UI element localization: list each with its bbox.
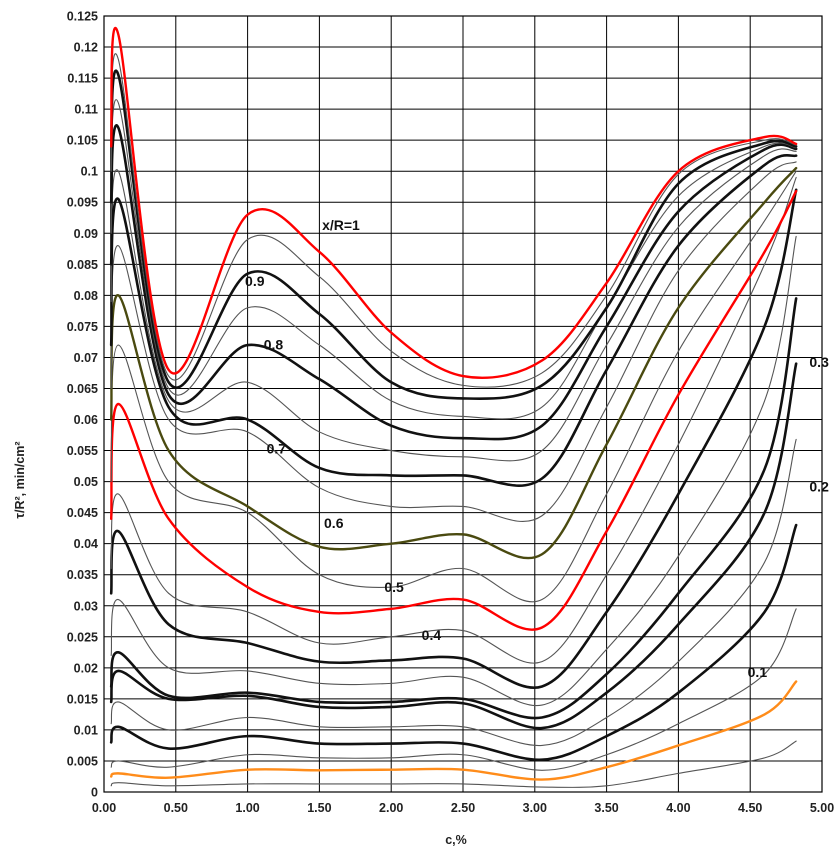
x-tick-label: 2.50 [451,801,475,815]
y-tick-label: 0.11 [74,103,98,117]
curve-label: 0.7 [267,441,287,457]
series-line-1 [110,740,797,788]
series-line-21 [109,26,798,379]
series-line-6 [109,362,798,730]
y-tick-label: 0.005 [67,754,98,768]
y-tick-label: 0.01 [74,723,98,737]
y-tick-label: 0 [91,786,98,800]
y-tick-label: 0.035 [67,568,98,582]
series-line-17 [109,124,798,441]
series-line-9 [109,188,798,689]
curve-labels: x/R=1 0.9 0.8 0.7 0.6 0.5 0.4 0.3 0.2 0.1 [245,217,829,680]
y-tick-label: 0.095 [67,196,98,210]
series-line-10 [110,176,797,664]
y-tick-label: 0.115 [67,72,98,86]
x-tick-label: 1.00 [235,801,259,815]
curve-label: x/R=1 [322,217,360,233]
curve-label: 0.8 [264,336,284,352]
curve-label: 0.9 [245,273,265,289]
x-tick-label: 5.00 [810,801,834,815]
y-axis-title: τ/R², min/cm² [13,441,27,518]
curve-label: 0.1 [748,664,768,680]
series-line-12 [110,170,797,603]
y-tick-label: 0.055 [67,444,98,458]
series-line-18 [110,99,797,420]
x-tick-label: 0.50 [164,801,188,815]
series-line-11 [109,189,798,631]
series-line-4 [109,523,798,762]
series-layer [109,26,798,788]
y-tick-label: 0.04 [74,537,98,551]
y-tick-label: 0.05 [74,475,98,489]
series-line-14 [110,161,797,522]
y-tick-label: 0.12 [74,41,98,55]
x-tick-label: 4.00 [666,801,690,815]
x-tick-label: 1.50 [307,801,331,815]
series-line-5 [110,438,797,746]
y-tick-label: 0.08 [74,289,98,303]
series-line-8 [110,235,797,707]
y-tick-label: 0.03 [74,599,98,613]
y-tick-label: 0.085 [67,258,98,272]
grid [103,15,823,793]
curve-label: 0.6 [324,515,344,531]
x-tick-label: 2.00 [379,801,403,815]
y-tick-label: 0.015 [67,692,98,706]
y-tick-label: 0.07 [74,351,98,365]
axes: 0 0.005 0.01 0.015 0.02 0.025 0.03 0.035 0.04 0.0… [67,10,834,816]
plot-border [103,15,823,793]
y-tick-label: 0.125 [67,10,98,24]
y-tick-label: 0.065 [67,382,98,396]
y-tick-label: 0.02 [74,661,98,675]
series-line-2 [109,680,798,781]
series-line-3 [110,608,797,771]
series-line-20 [110,53,797,388]
series-line-7 [109,297,798,720]
series-line-13 [109,166,798,560]
x-tick-label: 4.50 [738,801,762,815]
x-axis-title: c,% [445,833,467,847]
curve-label: 0.2 [809,479,829,495]
curve-label: 0.4 [422,627,442,643]
x-tick-label: 3.50 [594,801,618,815]
series-line-16 [110,148,797,462]
series-line-19 [109,69,798,401]
y-tick-label: 0.105 [67,134,98,148]
curve-label: 0.5 [384,579,404,595]
x-tick-label: 3.00 [523,801,547,815]
y-tick-label: 0.06 [74,413,98,427]
y-tick-label: 0.025 [67,630,98,644]
curve-label: 0.3 [809,354,829,370]
y-tick-label: 0.045 [67,506,98,520]
y-tick-label: 0.09 [74,227,98,241]
y-tick-label: 0.1 [81,165,98,179]
series-line-15 [109,153,798,487]
x-tick-label: 0.00 [92,801,116,815]
y-tick-label: 0.075 [67,320,98,334]
